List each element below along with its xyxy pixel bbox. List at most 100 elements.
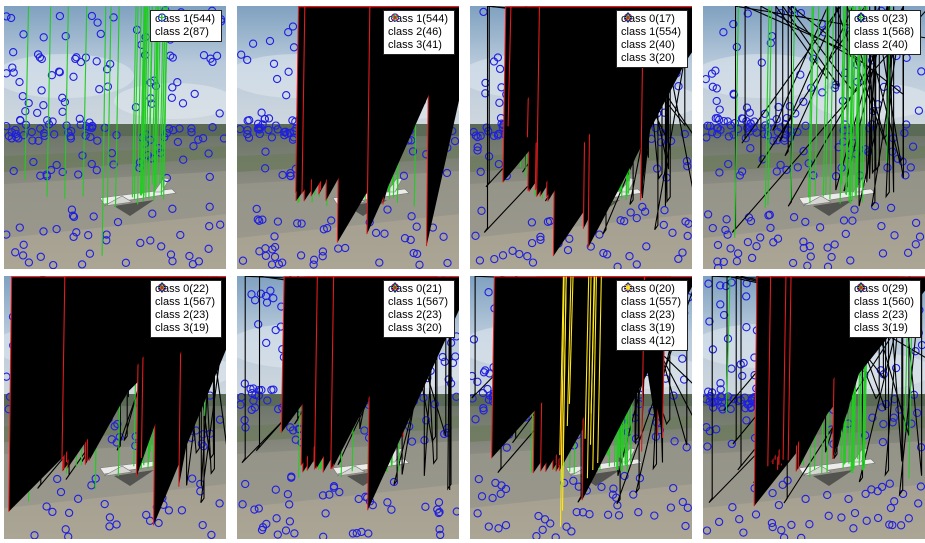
- class-1-point: [886, 503, 896, 513]
- class-1-point: [738, 371, 747, 381]
- class-1-point: [559, 478, 569, 488]
- legend: class 017class 1554class 240class 320: [616, 10, 688, 68]
- class-1-point: [906, 163, 915, 172]
- legend: class 1544class 246class 341: [383, 10, 455, 55]
- class-1-point: [136, 238, 145, 248]
- class-1-point: [93, 18, 102, 27]
- class-4-markers: [559, 276, 602, 527]
- class-1-point: [30, 531, 39, 539]
- class-1-point: [793, 163, 802, 172]
- class-1-point: [713, 263, 723, 269]
- class-1-point: [121, 258, 131, 267]
- class-1-point: [173, 137, 183, 147]
- class-1-point: [264, 114, 274, 123]
- class-1-point: [272, 514, 281, 523]
- class-1-point: [219, 134, 226, 143]
- legend-entry: class 319: [854, 284, 914, 335]
- class-1-point: [357, 527, 366, 537]
- class-4-point: [586, 276, 592, 479]
- class-1-point: [270, 232, 279, 241]
- class-1-point: [341, 243, 350, 253]
- class-1-point: [515, 249, 524, 259]
- class-1-point: [709, 403, 718, 412]
- class-1-point: [846, 256, 855, 265]
- legend-label: class 2: [155, 309, 190, 321]
- class-1-point: [471, 131, 481, 140]
- class-1-point: [719, 257, 728, 267]
- legend-label: class 2: [621, 39, 656, 51]
- class-1-point: [360, 426, 369, 435]
- legend-count: 87: [189, 26, 209, 39]
- class-1-point: [608, 490, 618, 499]
- class-1-point: [778, 480, 787, 489]
- class-3-legend-marker: [391, 284, 399, 291]
- class-1-point: [264, 125, 273, 135]
- class-1-point: [669, 483, 678, 493]
- class-1-point: [205, 202, 214, 211]
- scatter-panel-8: class 029class 1560class 223class 319: [703, 276, 925, 539]
- class-1-point: [839, 216, 849, 225]
- class-1-point: [271, 485, 280, 494]
- class-1-point: [776, 160, 785, 170]
- legend-count: 557: [655, 296, 681, 309]
- class-1-point: [29, 157, 38, 167]
- class-4-point: [559, 276, 564, 456]
- class-1-point: [60, 97, 70, 107]
- class-1-point: [268, 245, 277, 254]
- legend-count: 20: [655, 52, 675, 65]
- class-1-point: [703, 74, 710, 84]
- class-1-point: [904, 514, 913, 523]
- class-1-point: [815, 223, 825, 232]
- class-1-point: [309, 255, 319, 264]
- legend-symbol: [624, 14, 632, 21]
- class-3-markers: [296, 7, 459, 249]
- class-1-point: [747, 253, 757, 263]
- class-1-point: [162, 128, 172, 138]
- legend-entry: class 223: [621, 283, 681, 322]
- class-1-point: [772, 167, 781, 176]
- class-3-markers: [754, 277, 925, 509]
- class-1-point: [43, 116, 52, 125]
- class-1-point: [806, 252, 815, 261]
- class-1-point: [190, 89, 199, 99]
- class-1-point: [726, 244, 735, 253]
- legend-symbol: [390, 283, 400, 292]
- class-1-point: [757, 58, 766, 67]
- class-1-point: [722, 215, 731, 224]
- class-1-point: [861, 489, 870, 499]
- class-3-legend-marker: [857, 284, 865, 291]
- class-1-point: [885, 520, 894, 529]
- class-1-point: [254, 504, 263, 513]
- scatter-panel-2: class 1544class 246class 341: [237, 6, 459, 269]
- legend-count: 40: [888, 39, 908, 52]
- class-1-point: [280, 131, 289, 140]
- class-1-point: [33, 108, 42, 118]
- class-1-point: [626, 208, 635, 217]
- class-1-point: [767, 518, 777, 528]
- class-1-point: [727, 439, 736, 449]
- class-1-point: [565, 234, 574, 243]
- class-1-point: [238, 256, 248, 265]
- class-1-point: [496, 489, 505, 498]
- class-1-point: [215, 109, 224, 118]
- class-1-point: [67, 205, 77, 214]
- class-1-point: [484, 126, 493, 136]
- panel-plot-area: [470, 6, 692, 269]
- class-1-point: [266, 286, 275, 295]
- class-1-point: [4, 372, 11, 381]
- class-1-point: [779, 533, 789, 539]
- legend-count: 21: [422, 283, 442, 296]
- class-1-point: [248, 39, 258, 48]
- class-1-point: [877, 482, 887, 492]
- legend-label: class 1: [854, 26, 889, 38]
- class-1-point: [498, 251, 508, 260]
- class-1-point: [254, 320, 263, 329]
- class-1-point: [602, 250, 612, 259]
- class-1-point: [502, 443, 511, 452]
- class-1-point: [422, 416, 431, 425]
- class-1-point: [741, 134, 750, 143]
- class-1-point: [473, 146, 482, 155]
- legend-entry: class 1544: [155, 13, 215, 26]
- legend: class 021class 1567class 223class 320: [383, 280, 455, 338]
- class-1-point: [284, 67, 293, 76]
